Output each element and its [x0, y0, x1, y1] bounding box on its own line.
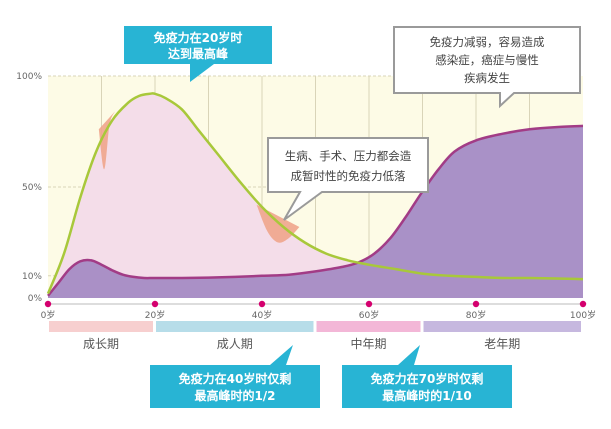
x-tick-dot [44, 300, 52, 308]
callout-old-age-line-2: 感染症，癌症与慢性 [435, 53, 539, 67]
callout-seventy-line-1: 免疫力在70岁时仅剩 [371, 371, 484, 386]
callout-stress-line-2: 成暂时性的免疫力低落 [291, 169, 406, 183]
x-tick-dot [365, 300, 373, 308]
callout-peak-line-2: 达到最高峰 [168, 46, 229, 61]
callout-seventy-bubble [342, 345, 512, 408]
callout-seventy-line-2: 最高峰时的1/10 [382, 388, 471, 403]
x-tick-label: 100岁 [570, 309, 596, 321]
callout-old-age-line-1: 免疫力减弱，容易造成 [430, 35, 545, 49]
callout-forty-line-1: 免疫力在40岁时仅剩 [179, 371, 292, 386]
callout-forty: 免疫力在40岁时仅剩 最高峰时的1/2 [150, 345, 320, 408]
x-tick-label: 40岁 [252, 309, 272, 321]
callout-peak-bubble [124, 26, 272, 82]
stage-label: 老年期 [484, 337, 520, 351]
y-tick-label: 100% [16, 72, 42, 82]
y-tick-label: 10% [22, 272, 42, 282]
callout-forty-line-2: 最高峰时的1/2 [194, 388, 275, 403]
stage-bar [316, 321, 421, 332]
callout-stress: 生病、手术、压力都会造 成暂时性的免疫力低落 [267, 137, 429, 221]
life-stage-bars: 成长期 成人期 中年期 老年期 [49, 321, 581, 351]
x-tick-label: 20岁 [145, 309, 165, 321]
x-tick-dot [258, 300, 266, 308]
callout-seventy: 免疫力在70岁时仅剩 最高峰时的1/10 [342, 345, 512, 408]
x-tick-dot [151, 300, 159, 308]
stage-label: 成人期 [217, 337, 253, 351]
callout-stress-line-1: 生病、手术、压力都会造 [285, 149, 412, 163]
x-tick-label: 60岁 [359, 309, 379, 321]
callout-old-age-line-3: 疾病发生 [464, 71, 510, 85]
callout-peak: 免疫力在20岁时 达到最高峰 [124, 26, 272, 82]
weak-immunity-line [47, 124, 584, 297]
stage-bar [423, 321, 581, 332]
stage-label: 成长期 [83, 337, 119, 351]
immunity-line [46, 92, 584, 295]
y-tick-label: 0% [28, 294, 43, 304]
x-tick-dot [472, 300, 480, 308]
illness-dip-early [98, 111, 115, 170]
callout-old-age-bubble [393, 26, 581, 109]
callout-old-age: 免疫力减弱，容易造成 感染症，癌症与慢性 疾病发生 [393, 26, 581, 109]
y-axis-ticks: 0% 10% 50% 100% [16, 72, 42, 304]
callout-stress-bubble [267, 137, 429, 221]
x-tick-dot [579, 300, 587, 308]
x-tick-label: 0岁 [41, 309, 56, 321]
x-tick-label: 80岁 [466, 309, 486, 321]
y-tick-label: 50% [22, 183, 42, 193]
callout-forty-bubble [150, 345, 320, 408]
stage-bar [156, 321, 314, 332]
stage-bar [49, 321, 153, 332]
immunity-area-fill [48, 93, 583, 298]
weak-immunity-area-fill [48, 125, 583, 299]
callout-peak-line-1: 免疫力在20岁时 [154, 30, 243, 45]
stage-label: 中年期 [350, 336, 386, 351]
x-axis-ticks: 0岁 20岁 40岁 60岁 80岁 100岁 [41, 300, 596, 321]
